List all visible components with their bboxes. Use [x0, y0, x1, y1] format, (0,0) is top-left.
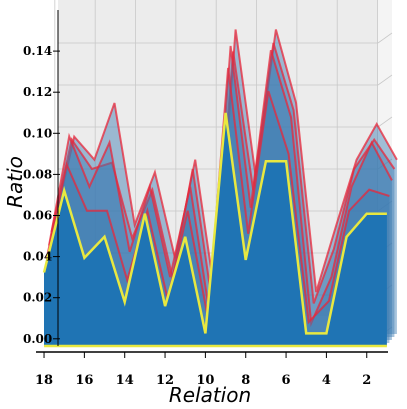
- y-grid-side-line: [377, 74, 393, 86]
- x-tick-label: 8: [241, 373, 250, 388]
- y-grid-side-line: [377, 200, 393, 212]
- axes: [36, 10, 388, 353]
- y-tick-label: 0.04: [23, 250, 52, 264]
- y-grid-side-line: [377, 116, 393, 128]
- x-tick-label: 2: [362, 373, 371, 388]
- y-axis-label: Ratio: [3, 156, 27, 208]
- y-grid-side-line: [377, 32, 393, 44]
- y-tick-label: 0.02: [23, 291, 52, 305]
- series-line-1: [42, 112, 387, 335]
- x-tick-label: 10: [196, 373, 214, 388]
- x-tick-label: 16: [75, 373, 93, 388]
- y-tick-labels: 0.00 0.02 0.04 0.06 0.08 0.10 0.12 0.14: [23, 44, 60, 346]
- x-tick-label: 4: [322, 373, 331, 388]
- series-layer: [42, 29, 398, 348]
- y-tick-label: 0.14: [23, 44, 52, 58]
- y-tick-label: 0.10: [23, 126, 52, 140]
- x-axis-label: Relation: [169, 383, 251, 407]
- y-tick-label: 0.00: [23, 332, 52, 346]
- x-tick-label: 14: [116, 373, 134, 388]
- y-tick-label: 0.06: [23, 209, 52, 223]
- y-tick-label: 0.12: [23, 85, 52, 99]
- y-tick-label: 0.08: [23, 167, 52, 181]
- x-tick-label: 6: [282, 373, 291, 388]
- x-tick-label: 12: [156, 373, 174, 388]
- x-tick-labels: 18 16 14 12 10 8 6 4 2: [35, 352, 371, 388]
- x-tick-label: 18: [35, 373, 53, 388]
